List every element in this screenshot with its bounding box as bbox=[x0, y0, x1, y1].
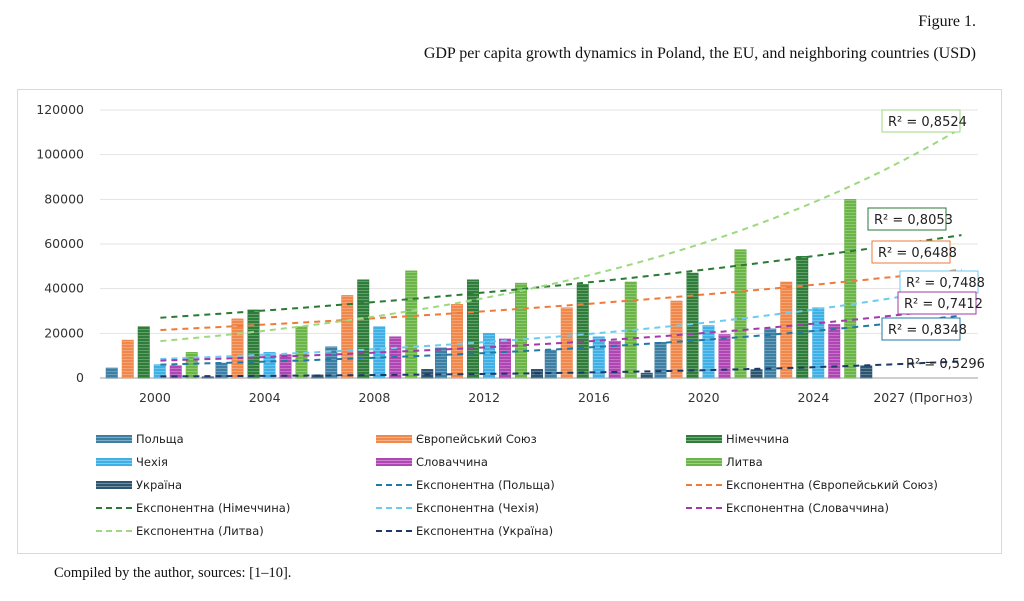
bar-1-3 bbox=[451, 304, 463, 379]
bar-2-6 bbox=[796, 256, 809, 379]
bar-0-1 bbox=[215, 362, 228, 379]
y-tick-label: 120000 bbox=[36, 102, 84, 117]
bar-5-0 bbox=[185, 352, 198, 379]
bar-4-3 bbox=[499, 338, 511, 379]
x-tick-label: 2008 bbox=[358, 390, 390, 405]
r2-box bbox=[881, 109, 961, 133]
r2-label: R² = 0,5296 bbox=[906, 357, 985, 372]
chart-frame bbox=[17, 89, 1002, 554]
y-tick-label: 80000 bbox=[44, 191, 84, 206]
bar-2-5 bbox=[686, 272, 699, 379]
bar-2-0 bbox=[137, 326, 150, 379]
bar-0-0 bbox=[105, 367, 118, 379]
r2-box bbox=[871, 240, 951, 264]
r2-label: R² = 0,8524 bbox=[888, 115, 967, 130]
bar-4-1 bbox=[279, 354, 292, 379]
bar-3-3 bbox=[483, 333, 495, 379]
trendline-2 bbox=[160, 234, 962, 319]
bar-5-2 bbox=[405, 270, 418, 379]
r2-box bbox=[867, 207, 947, 231]
x-tick-label: 2016 bbox=[578, 390, 610, 405]
bar-1-2 bbox=[341, 295, 354, 379]
trendline-1 bbox=[160, 268, 962, 331]
bar-2-2 bbox=[357, 279, 370, 379]
r2-label: R² = 0,7412 bbox=[904, 297, 983, 312]
trendline-3 bbox=[160, 285, 962, 360]
y-tick-label: 0 bbox=[76, 370, 84, 385]
bar-1-0 bbox=[121, 339, 134, 379]
trendline-5 bbox=[160, 127, 963, 343]
bar-3-4 bbox=[592, 336, 605, 379]
bar-1-5 bbox=[670, 300, 683, 379]
x-tick-label: 2012 bbox=[468, 390, 500, 405]
x-tick-label: 2004 bbox=[249, 390, 281, 405]
r2-label: R² = 0,8348 bbox=[888, 323, 967, 338]
x-tick-label: 2000 bbox=[139, 390, 171, 405]
y-tick-label: 100000 bbox=[36, 147, 84, 162]
bar-0-6 bbox=[764, 328, 777, 379]
bar-4-6 bbox=[828, 324, 841, 379]
bar-4-5 bbox=[718, 334, 731, 379]
y-axis-ticks: 0 20000 40000 60000 80000 100000 120000 bbox=[36, 102, 84, 385]
y-tick-label: 20000 bbox=[44, 325, 84, 340]
source-note: Compiled by the author, sources: [1–10]. bbox=[54, 565, 292, 581]
trendline-4 bbox=[160, 306, 962, 362]
trendline-0 bbox=[160, 314, 962, 366]
trendline-6 bbox=[160, 360, 962, 378]
y-tick-label: 40000 bbox=[44, 281, 84, 296]
bar-6-6 bbox=[860, 365, 873, 379]
y-tick-label: 60000 bbox=[44, 236, 84, 251]
x-axis-ticks: 2000 2004 2008 2012 2016 2020 2024 2027 (Прогно… bbox=[139, 390, 973, 405]
bar-3-5 bbox=[702, 325, 715, 379]
bar-4-4 bbox=[608, 340, 621, 379]
x-tick-label: 2024 bbox=[797, 390, 829, 405]
bar-3-1 bbox=[263, 352, 276, 379]
figure-number: Figure 1. bbox=[918, 13, 976, 30]
bar-2-1 bbox=[247, 309, 260, 379]
bar-3-6 bbox=[812, 307, 825, 379]
bar-2-3 bbox=[467, 279, 479, 379]
bar-1-6 bbox=[780, 281, 793, 379]
bar-6-4 bbox=[640, 372, 653, 379]
r2-box bbox=[897, 291, 977, 315]
bar-0-5 bbox=[654, 342, 667, 379]
figure-title: GDP per capita growth dynamics in Poland… bbox=[423, 45, 976, 62]
bar-5-6 bbox=[844, 199, 857, 379]
r2-box bbox=[881, 317, 961, 341]
bar-1-1 bbox=[231, 318, 244, 379]
bar-5-5 bbox=[734, 249, 747, 379]
x-tick-label: 2020 bbox=[688, 390, 720, 405]
trendlines bbox=[160, 127, 963, 378]
bar-6-5 bbox=[750, 369, 763, 379]
bar-2-4 bbox=[576, 283, 589, 379]
bar-4-0 bbox=[169, 365, 182, 379]
bar-0-3 bbox=[435, 347, 447, 379]
r2-labels: R² = 0,8348 R² = 0,6488 R² = 0,8053 R² = 0,… bbox=[867, 109, 985, 372]
r2-label: R² = 0,6488 bbox=[878, 246, 957, 261]
bar-3-0 bbox=[153, 364, 166, 379]
r2-label: R² = 0,8053 bbox=[874, 213, 953, 228]
bar-5-3 bbox=[515, 282, 527, 379]
x-tick-label: 2027 (Прогноз) bbox=[873, 390, 973, 405]
bar-0-2 bbox=[325, 346, 338, 379]
r2-label: R² = 0,7488 bbox=[906, 276, 985, 291]
